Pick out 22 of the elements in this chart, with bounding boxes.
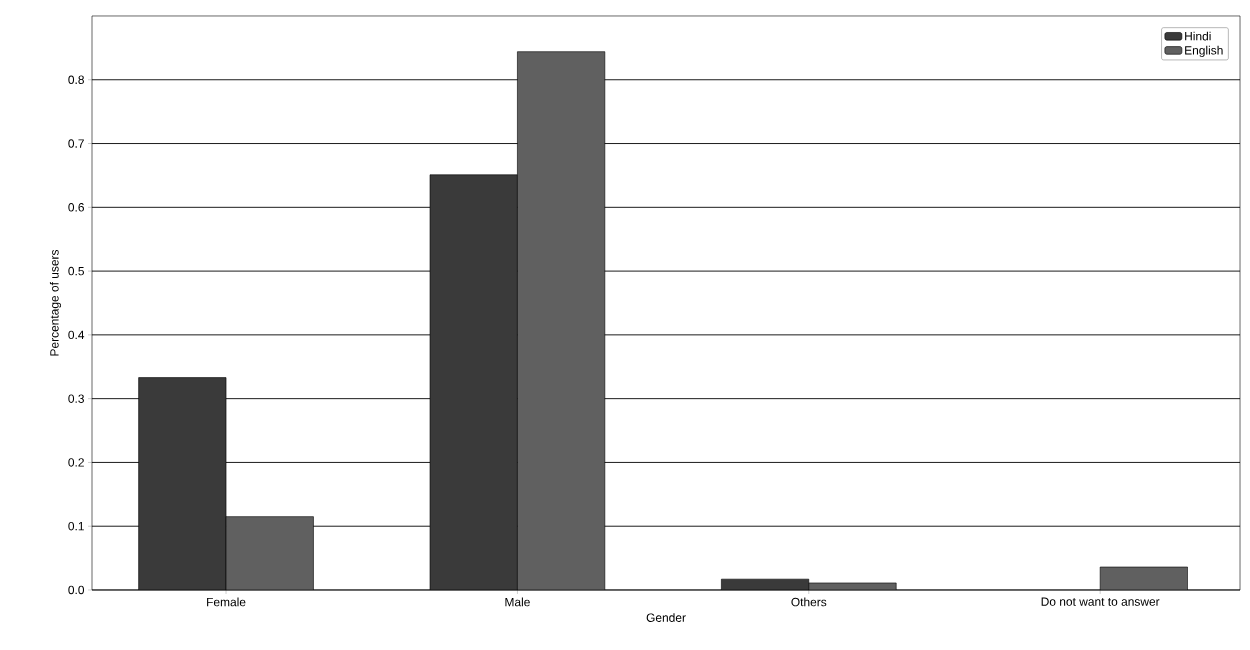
y-tick-label: 0.0	[68, 585, 85, 595]
bar	[1099, 566, 1188, 590]
y-tick-label: 0.7	[68, 139, 84, 148]
x-tick-label: Others	[791, 597, 827, 607]
y-tick-label: 0.5	[68, 266, 84, 276]
y-tick-label: 0.2	[68, 458, 84, 467]
x-tick-label: Male	[505, 597, 530, 607]
y-tick-label: 0.8	[68, 75, 84, 84]
x-tick-label: Do not want to answer	[1041, 597, 1160, 606]
y-tick-label: 0.6	[68, 203, 84, 212]
y-tick-label: 0.3	[68, 394, 84, 403]
bar	[138, 377, 227, 590]
y-tick-label: 0.4	[68, 330, 85, 340]
legend-label: Hindi	[1185, 31, 1211, 41]
legend-label: English	[1185, 45, 1223, 57]
x-axis-title: Gender	[646, 613, 686, 622]
y-tick-label: 0.1	[68, 521, 84, 531]
bar	[225, 516, 314, 590]
y-axis-title: Percentage of users	[49, 249, 62, 356]
bar	[429, 174, 518, 590]
bar	[517, 51, 606, 590]
x-tick-label: Female	[207, 597, 246, 607]
